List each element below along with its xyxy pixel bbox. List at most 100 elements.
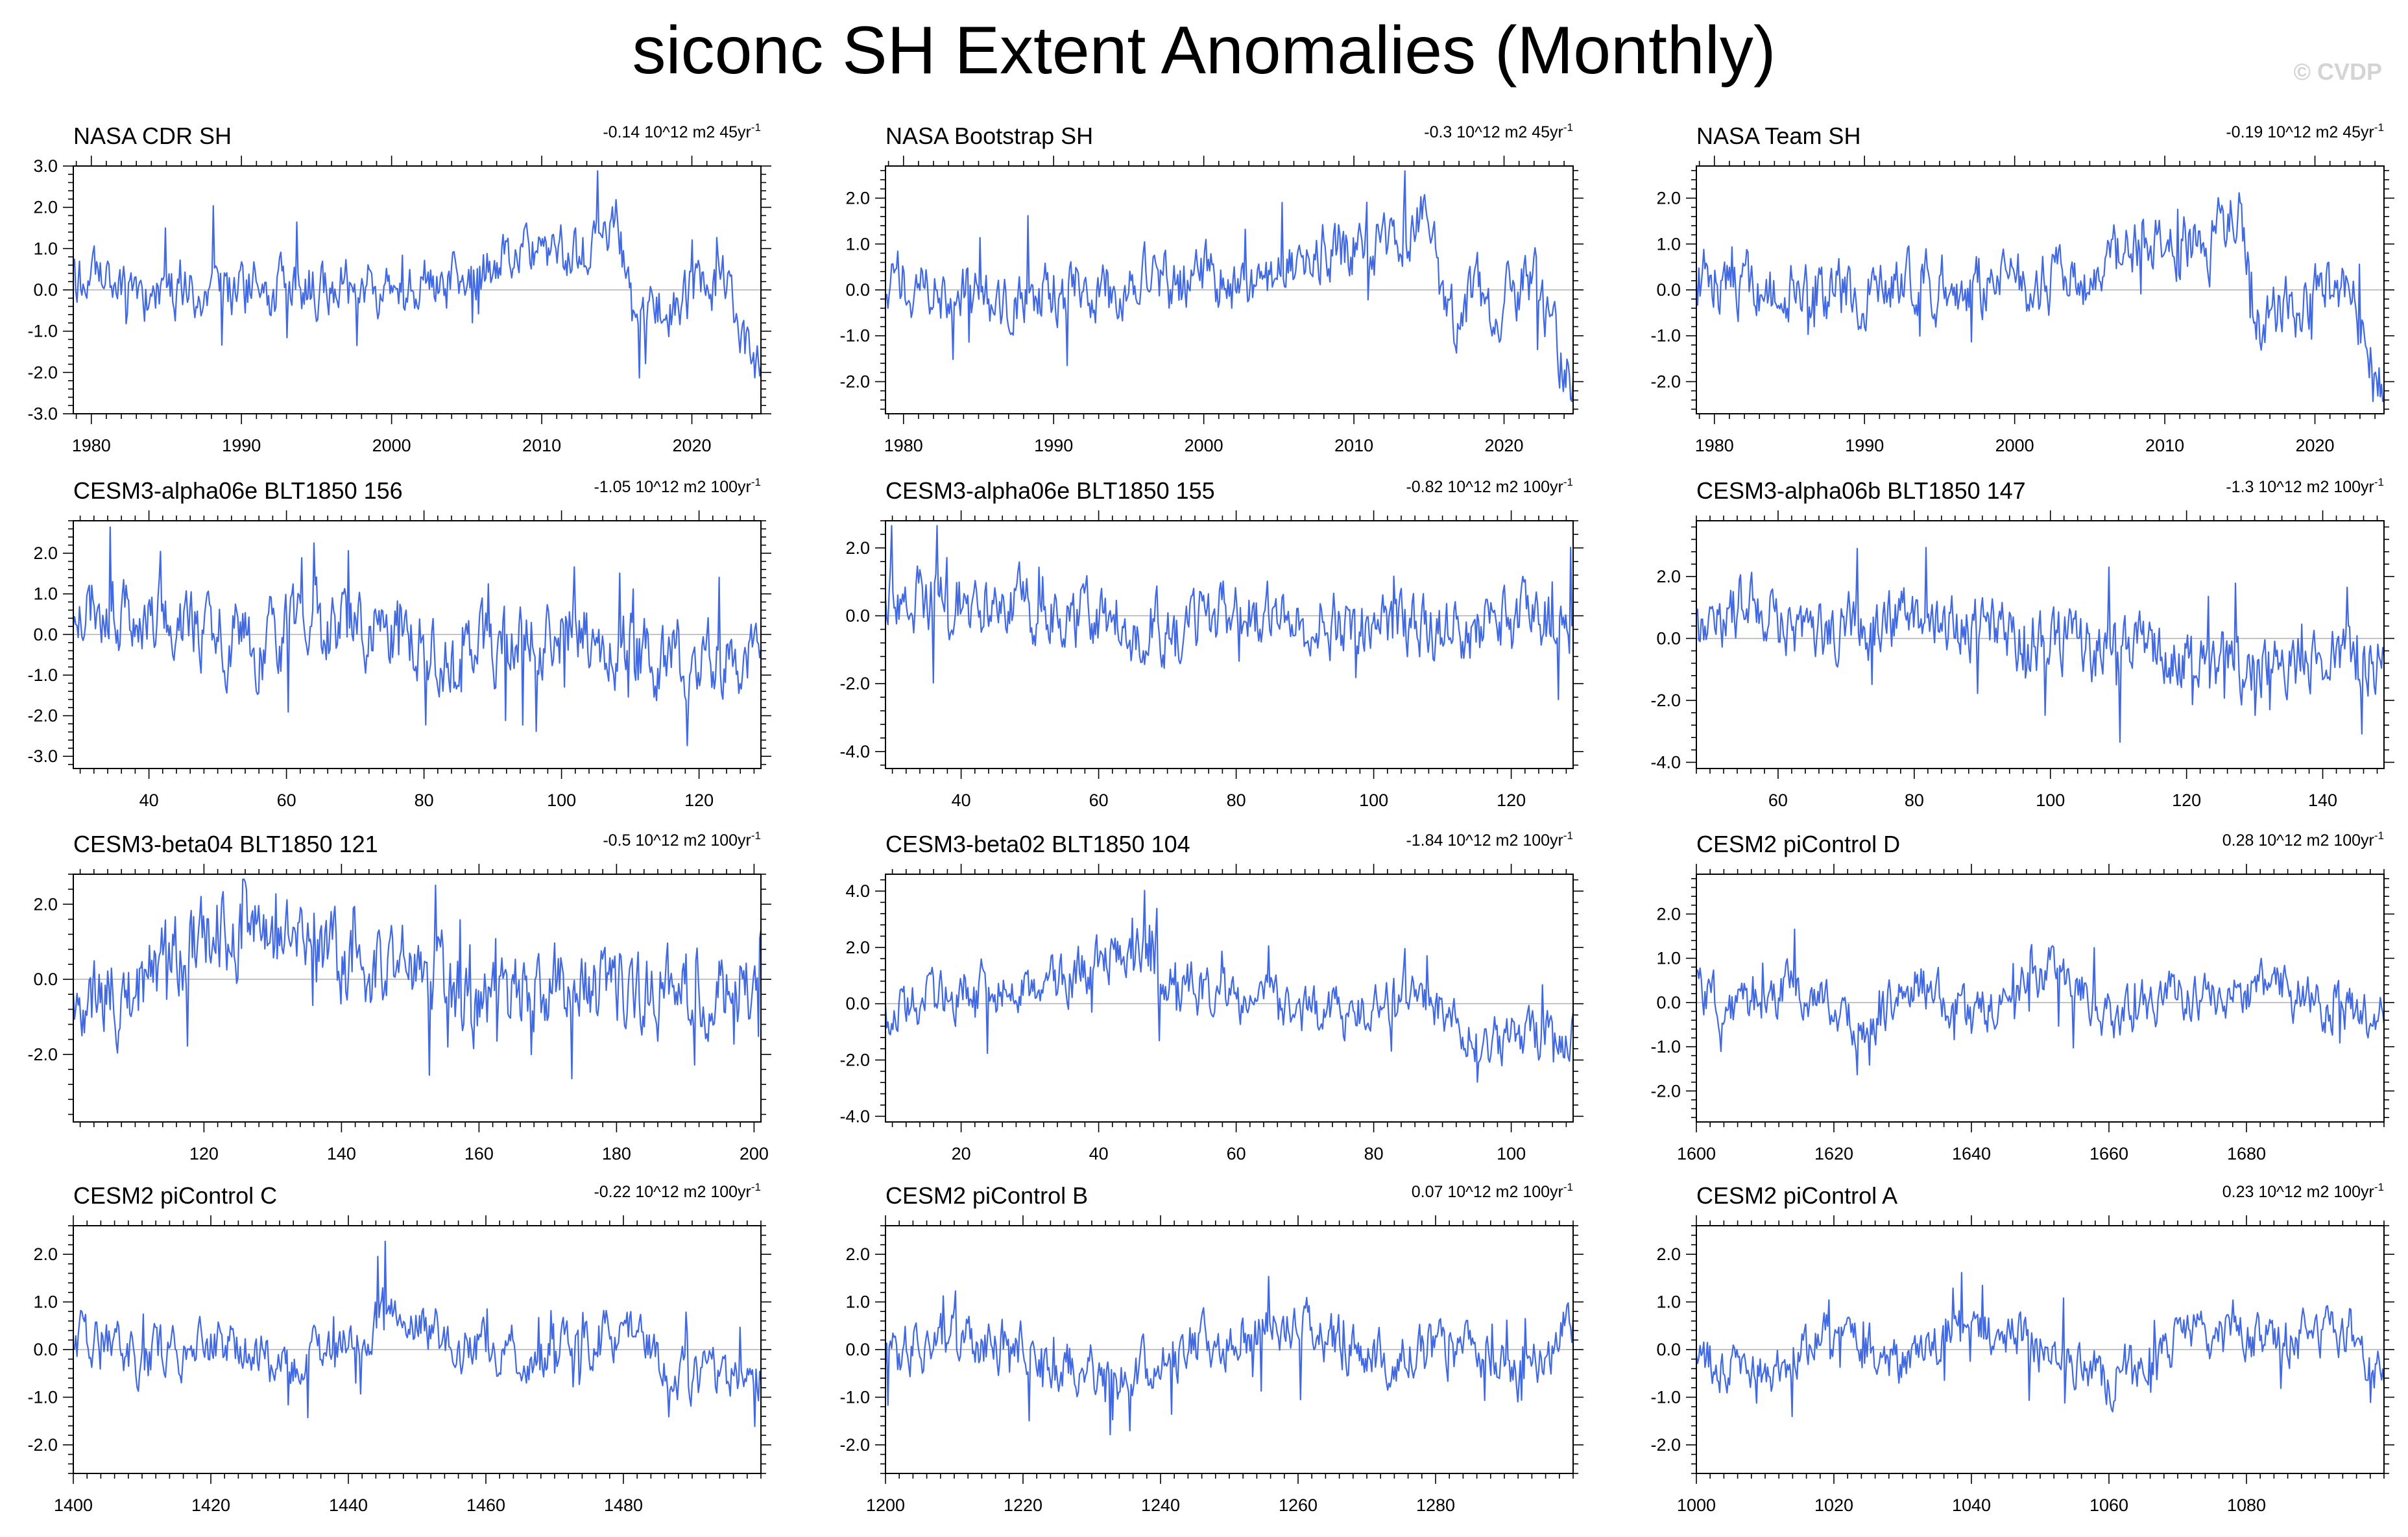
x-tick-label: 2010 [1334,436,1373,455]
x-tick-label: 2020 [1484,436,1523,455]
series-line [884,1276,1574,1436]
x-tick-label: 120 [189,1144,219,1163]
x-tick-label: 1240 [1141,1495,1180,1515]
x-tick-label: 2010 [2145,436,2184,455]
y-tick-label: 2.0 [845,1245,870,1264]
y-tick-label: -3.0 [27,746,58,766]
series-line [884,525,1574,700]
x-tick-label: 1020 [1814,1495,1853,1515]
plot-frame [73,520,762,769]
x-tick-label: 2010 [522,436,561,455]
x-tick-label: 1980 [884,436,923,455]
x-tick-label: 20 [952,1144,971,1163]
plot-frame [885,520,1574,769]
chart-panel: CESM2 piControl B 0.07 10^12 m2 100yr-1 12… [839,1181,1583,1515]
y-tick-label: -1.0 [839,1387,870,1407]
plot-frame [885,874,1574,1123]
x-tick-label: 1990 [1034,436,1073,455]
y-tick-label: 3.0 [33,156,58,176]
y-tick-label: 0.0 [845,1340,870,1359]
y-tick-label: 0.0 [1656,1340,1681,1359]
trend-label: -1.84 10^12 m2 100yr-1 [1406,829,1573,850]
series-line [1695,1272,2385,1418]
x-tick-label: 1980 [1695,436,1734,455]
x-tick-label: 100 [547,791,576,810]
x-tick-label: 40 [1089,1144,1109,1163]
x-tick-label: 1080 [2227,1495,2266,1515]
x-tick-label: 80 [1364,1144,1384,1163]
x-tick-label: 60 [1768,791,1788,810]
x-tick-label: 1460 [466,1495,505,1515]
panel-title: CESM2 piControl B [885,1182,1088,1209]
x-tick-label: 60 [277,791,296,810]
series-line [884,170,1574,403]
y-tick-label: 2.0 [1656,567,1681,586]
y-tick-label: 0.0 [845,994,870,1014]
y-tick-label: 1.0 [1656,949,1681,968]
y-tick-label: -4.0 [1650,752,1681,772]
panel-title: NASA Bootstrap SH [885,123,1093,149]
y-tick-label: -2.0 [839,1051,870,1070]
y-tick-label: 2.0 [33,543,58,563]
x-tick-label: 120 [1497,791,1526,810]
y-tick-label: -2.0 [1650,691,1681,710]
y-tick-label: -4.0 [839,1106,870,1126]
x-tick-label: 1060 [2089,1495,2128,1515]
y-tick-label: 0.0 [1656,993,1681,1012]
x-tick-label: 180 [602,1144,631,1163]
watermark: © CVDP [2293,58,2382,85]
y-tick-label: 0.0 [33,970,58,989]
y-tick-label: -2.0 [1650,1435,1681,1455]
x-tick-label: 120 [684,791,714,810]
panel-title: CESM3-beta04 BLT1850 121 [73,831,378,857]
series-line [884,890,1574,1083]
y-tick-label: 2.0 [1656,904,1681,923]
y-tick-label: 0.0 [33,625,58,644]
series-line [1696,547,2385,743]
y-tick-label: 0.0 [1656,280,1681,300]
y-tick-label: 2.0 [1656,1245,1681,1264]
chart-panel: CESM2 piControl C -0.22 10^12 m2 100yr-1 1… [27,1181,771,1515]
y-tick-label: -2.0 [839,674,870,693]
chart-panel: CESM3-alpha06e BLT1850 156 -1.05 10^12 m2… [27,476,771,810]
x-tick-label: 1980 [72,436,111,455]
x-tick-label: 40 [952,791,971,810]
y-tick-label: 2.0 [845,189,870,208]
x-tick-label: 2020 [2295,436,2334,455]
y-tick-label: 0.0 [33,280,58,300]
x-tick-label: 1040 [1952,1495,1991,1515]
y-tick-label: 0.0 [1656,628,1681,648]
y-tick-label: 1.0 [1656,234,1681,254]
chart-panel: CESM2 piControl A 0.23 10^12 m2 100yr-1 10… [1650,1181,2394,1515]
y-tick-label: -1.0 [27,322,58,341]
x-tick-label: 40 [139,791,159,810]
trend-label: -0.82 10^12 m2 100yr-1 [1406,476,1573,496]
trend-label: 0.07 10^12 m2 100yr-1 [1412,1181,1573,1201]
x-tick-label: 60 [1089,791,1109,810]
panel-title: CESM3-beta02 BLT1850 104 [885,831,1190,857]
trend-label: -1.05 10^12 m2 100yr-1 [594,476,761,496]
x-tick-label: 1200 [866,1495,905,1515]
x-tick-label: 1000 [1677,1495,1716,1515]
series-line [72,878,762,1080]
x-tick-label: 1260 [1279,1495,1318,1515]
y-tick-label: 2.0 [845,538,870,558]
y-tick-label: 1.0 [33,584,58,604]
panel-title: CESM2 piControl C [73,1182,277,1209]
trend-label: 0.28 10^12 m2 100yr-1 [2222,829,2384,850]
y-tick-label: 1.0 [845,1293,870,1312]
x-tick-label: 2000 [372,436,411,455]
x-tick-label: 80 [1905,791,1924,810]
y-tick-label: -2.0 [27,1045,58,1064]
trend-label: -1.3 10^12 m2 100yr-1 [2226,476,2384,496]
x-tick-label: 120 [2172,791,2201,810]
y-tick-label: 2.0 [33,894,58,914]
x-tick-label: 1480 [604,1495,643,1515]
panel-title: CESM3-alpha06b BLT1850 147 [1696,477,2026,504]
x-tick-label: 80 [1227,791,1246,810]
y-tick-label: -3.0 [27,404,58,423]
trend-label: -0.14 10^12 m2 45yr-1 [603,121,761,141]
y-tick-label: -1.0 [1650,1387,1681,1407]
x-tick-label: 1620 [1814,1144,1853,1163]
x-tick-label: 1400 [54,1495,93,1515]
